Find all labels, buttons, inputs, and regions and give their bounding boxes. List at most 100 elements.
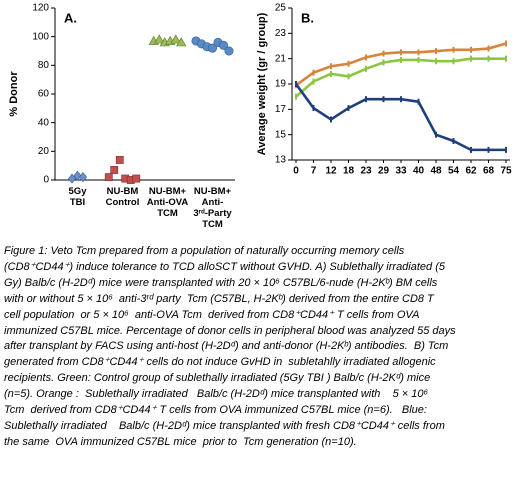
- point: [330, 70, 332, 77]
- point: [382, 50, 385, 57]
- caption-line: Figure 1: Veto Tcm prepared from a popul…: [4, 245, 405, 257]
- point: [68, 173, 76, 184]
- y-tick-label: 120: [32, 3, 49, 14]
- caption-line: (n=5). Orange : Sublethally irradiated B…: [4, 388, 429, 401]
- line: [295, 57, 506, 98]
- point: [435, 48, 437, 55]
- point: [176, 37, 187, 47]
- caption-line: cell population or 5 × 10⁶ anti-OVA Tcm …: [4, 308, 420, 321]
- point: [312, 69, 315, 76]
- point: [417, 49, 420, 56]
- caption-line: the same OVA immunized C57BL mice prior …: [4, 435, 357, 448]
- panel-label: B.: [301, 10, 314, 25]
- y-tick-label: 13: [275, 155, 287, 166]
- point: [73, 170, 82, 181]
- point: [295, 93, 297, 100]
- x-tick-label: 12: [325, 166, 337, 177]
- caption-line: Gy) Balb/c (H-2Dᵈ) mice were transplante…: [4, 276, 438, 289]
- y-tick-label: 23: [275, 28, 287, 39]
- y-tick-label: 40: [38, 117, 50, 128]
- point: [330, 63, 332, 70]
- point: [505, 40, 507, 47]
- point: [365, 65, 367, 72]
- point: [382, 59, 385, 66]
- point: [347, 105, 350, 112]
- point: [487, 45, 490, 52]
- y-tick-label: 100: [32, 31, 49, 42]
- point: [400, 49, 402, 56]
- x-tick-label: 7: [311, 166, 317, 177]
- point: [347, 73, 350, 80]
- caption: Figure 1: Veto Tcm prepared from a popul…: [4, 244, 518, 451]
- x-tick-label: NU-BM+ Anti- 3ʳᵈ-Party TCM: [193, 186, 232, 230]
- point: [224, 46, 234, 56]
- point: [452, 58, 455, 65]
- caption-line: immunized C57BL mice. Percentage of dono…: [4, 324, 456, 337]
- caption-line: generated from CD8⁺CD44⁺ cells do not in…: [4, 356, 436, 369]
- caption-line: (CD8⁺CD44⁺) induce tolerance to TCD allo…: [4, 260, 445, 273]
- point: [312, 78, 315, 85]
- point: [452, 138, 455, 144]
- point: [505, 55, 507, 62]
- point: [435, 131, 437, 138]
- point: [295, 81, 297, 87]
- x-tick-label: 68: [483, 166, 495, 177]
- y-tick-label: 19: [275, 79, 287, 90]
- y-tick-label: 15: [275, 129, 287, 140]
- y-axis-title: Average weight (gr / group): [256, 12, 268, 155]
- point: [417, 98, 420, 105]
- point: [365, 96, 367, 103]
- point: [154, 34, 165, 44]
- y-tick-label: 25: [275, 3, 287, 14]
- caption-line: recipients. Green: Control group of subl…: [4, 372, 431, 385]
- point: [365, 54, 367, 61]
- point: [382, 96, 385, 103]
- point: [132, 174, 141, 183]
- x-tick-label: 33: [395, 166, 407, 177]
- x-tick-label: 62: [465, 166, 477, 177]
- point: [400, 56, 402, 63]
- point: [312, 105, 315, 112]
- y-tick-label: 60: [38, 89, 50, 100]
- x-tick-label: NU-BM+ Anti-OVA TCM: [146, 186, 189, 219]
- point: [219, 40, 229, 50]
- point: [470, 46, 472, 53]
- caption-line: Sublethally irradiated Balb/c (H-2Dᵈ) mi…: [4, 419, 445, 432]
- point: [435, 58, 437, 65]
- point: [79, 172, 87, 183]
- x-tick-label: 75: [500, 166, 512, 177]
- x-tick-label: 0: [293, 166, 299, 177]
- x-tick-label: 5Gy TBI: [68, 186, 87, 208]
- point: [470, 55, 472, 62]
- point: [104, 173, 113, 182]
- point: [330, 116, 332, 123]
- panel-label: A.: [64, 10, 77, 25]
- y-tick-label: 17: [275, 104, 287, 115]
- x-tick-label: 40: [413, 166, 425, 177]
- point: [400, 96, 402, 103]
- point: [417, 56, 420, 63]
- y-tick-label: 80: [38, 60, 50, 71]
- point: [470, 146, 472, 153]
- x-tick-label: 29: [378, 166, 390, 177]
- y-tick-label: 0: [43, 175, 49, 186]
- y-tick-label: 21: [275, 53, 287, 64]
- point: [487, 55, 490, 62]
- x-tick-label: NU-BM Control: [105, 186, 140, 208]
- caption-line: after transplant by FACS using anti-host…: [4, 340, 449, 353]
- caption-line: with or without 5 × 10⁶ anti-3ʳᵈ party T…: [4, 292, 434, 305]
- x-tick-label: 18: [343, 166, 355, 177]
- point: [170, 34, 181, 44]
- point: [452, 46, 455, 53]
- y-axis-title: % Donor: [8, 71, 20, 117]
- point: [505, 146, 507, 153]
- point: [115, 156, 124, 164]
- point: [487, 146, 490, 153]
- line: [294, 83, 506, 152]
- point: [208, 43, 218, 53]
- x-tick-label: 54: [448, 166, 460, 177]
- y-tick-label: 20: [38, 146, 50, 157]
- x-tick-label: 23: [360, 166, 372, 177]
